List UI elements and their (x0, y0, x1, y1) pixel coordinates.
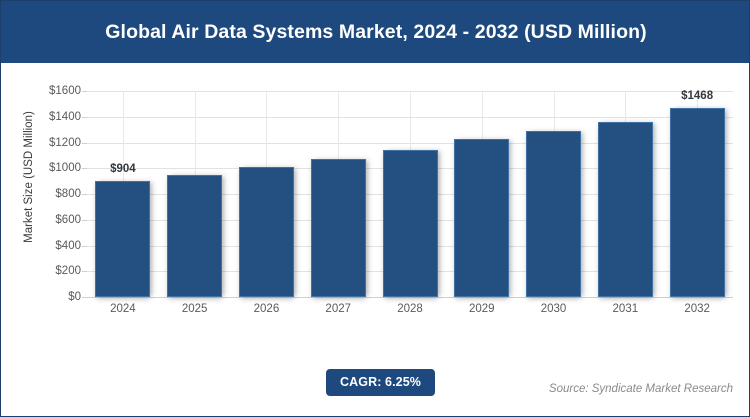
chart-header: Global Air Data Systems Market, 2024 - 2… (1, 1, 749, 63)
y-axis-tick-label: $1600 (49, 85, 81, 97)
bar-2029[interactable] (454, 139, 510, 297)
bar-2032[interactable] (669, 108, 725, 297)
bar-2024[interactable] (95, 180, 151, 297)
y-axis-tick-label: $600 (55, 213, 81, 226)
y-axis-tick-label: $0 (68, 291, 81, 303)
y-axis-tick-mark (82, 194, 87, 195)
y-axis-tick-mark (82, 142, 87, 144)
page-title: Global Air Data Systems Market, 2024 - 2… (105, 20, 647, 43)
bar-2030[interactable] (526, 131, 582, 297)
bar-2031[interactable] (597, 122, 653, 297)
plot-canvas: $0 $200 $400 $600 $800 $1000 $1200 $1400 $1600 $9… (49, 85, 733, 315)
bar-value-label-2024: $904 (110, 162, 136, 175)
x-axis-tick-label-2032: 2032 (684, 303, 710, 315)
bar-value-label-2032: $1468 (681, 90, 714, 102)
y-axis-title: Market Size (USD Million) (23, 111, 35, 243)
y-axis-tick-label: $200 (55, 265, 81, 278)
y-axis-tick-mark (82, 91, 87, 92)
bar-2025[interactable] (167, 174, 223, 297)
bar-2028[interactable] (382, 150, 438, 297)
source-note: Source: Syndicate Market Research (548, 383, 733, 395)
y-axis-tick-mark (82, 271, 87, 273)
y-axis-tick-mark (82, 219, 87, 221)
y-axis-tick-mark (82, 116, 87, 118)
chart-plot-area: Market Size (USD Million) $0 $200 $400 $600… (1, 63, 749, 353)
cagr-badge: CAGR: 6.25% (326, 369, 435, 396)
x-axis-tick-label-2029: 2029 (468, 303, 495, 315)
y-axis-tick-label: $1200 (49, 136, 81, 149)
y-axis-tick-label: $800 (55, 188, 81, 200)
x-axis-tick-label-2027: 2027 (325, 303, 352, 315)
x-axis-tick-label-2024: 2024 (110, 303, 136, 315)
x-axis-tick-label-2028: 2028 (397, 303, 423, 315)
x-axis-tick-label-2031: 2031 (612, 303, 639, 315)
y-axis-tick-label: $400 (55, 239, 81, 252)
bar-2026[interactable] (238, 167, 294, 297)
bar-2027[interactable] (310, 158, 366, 297)
y-axis-tick-mark (82, 245, 87, 247)
x-axis-tick-label-2025: 2025 (181, 303, 208, 315)
y-axis-tick-label: $1000 (49, 162, 81, 175)
x-axis-tick-label-2026: 2026 (253, 303, 280, 315)
x-axis-tick-label-2030: 2030 (540, 303, 567, 315)
y-axis-tick-mark (82, 297, 87, 298)
y-axis-tick-mark (82, 168, 87, 170)
gridline (87, 297, 733, 298)
y-axis-tick-label: $1400 (49, 110, 81, 123)
